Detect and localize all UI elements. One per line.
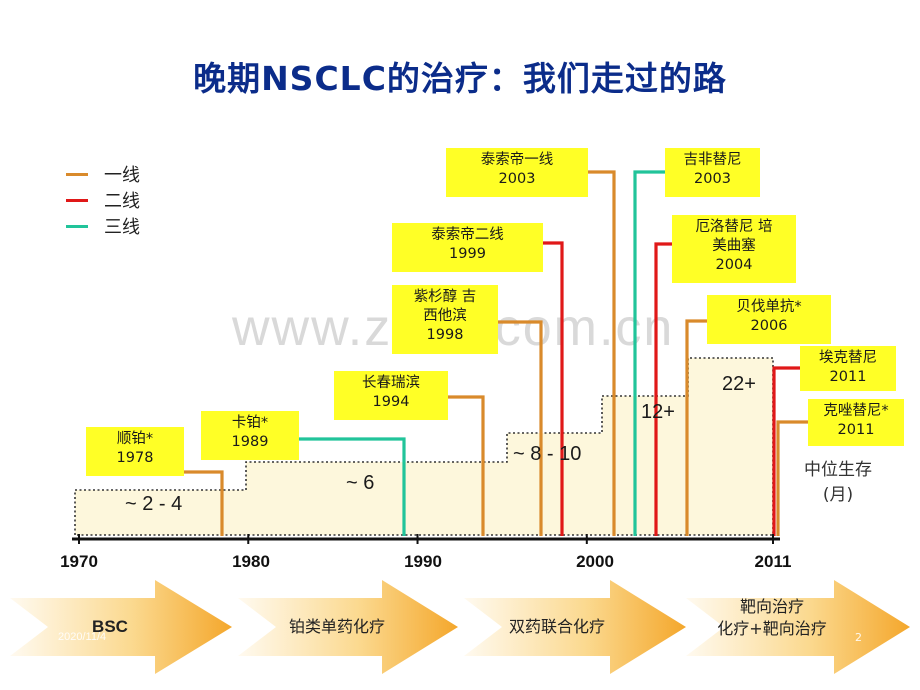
x-tick-label: 2011 [754,552,792,571]
legend-label: 二线 [104,191,140,212]
drug-label-erlotinib-pemetrexed: 厄洛替尼 培美曲塞 2004 [672,215,796,283]
phase-label-platinum-mono: 铂类单药化疗 [262,616,412,638]
survival-staircase [74,357,774,536]
drug-year: 2011 [837,422,875,438]
legend-item-first-line: 一线 [66,161,140,187]
drug-name: 卡铂* [231,415,269,431]
phase-text-line2: 化疗+靶向治疗 [717,619,827,638]
drug-name: 厄洛替尼 培美曲塞 [695,219,773,254]
drug-name: 吉非替尼 [683,152,742,168]
drug-year: 1999 [449,246,486,262]
slide-title: 晚期NSCLC的治疗：我们走过的路 [193,59,727,98]
drug-connector [184,470,224,536]
drug-label-carboplatin: 卡铂* 1989 [201,411,299,460]
phase-arrow-bsc [10,580,232,674]
phase-text: BSC [92,617,128,636]
phase-text: 铂类单药化疗 [288,617,385,636]
drug-name: 紫杉醇 吉西他滨 [413,289,477,324]
footer-date: 2020/11/4 [58,631,107,643]
survival-label-line1: 中位生存 [804,460,872,480]
drug-name: 泰索帝一线 [480,152,554,168]
survival-value: ~ 8 - 10 [513,443,582,465]
survival-value: ~ 6 [346,472,375,494]
phase-arrow-doublet [464,580,686,674]
drug-name: 顺铂* [116,431,154,447]
drug-label-paclitaxel-gemcitabine: 紫杉醇 吉西他滨 1998 [392,285,498,354]
phase-text: 双药联合化疗 [508,617,605,636]
legend-swatch [66,224,88,228]
drug-connector [588,170,616,536]
x-tick-label: 2000 [576,552,614,571]
drug-connector [772,366,800,536]
survival-value: 22+ [722,373,756,395]
x-tick-label: 1990 [404,552,442,571]
drug-name: 克唑替尼* [823,403,889,419]
drug-label-crizotinib: 克唑替尼* 2011 [808,399,904,446]
drug-label-bevacizumab: 贝伐单抗* 2006 [707,295,831,344]
drug-year: 1978 [116,450,154,466]
drug-label-gefitinib: 吉非替尼 2003 [665,148,760,197]
drug-year: 2003 [694,171,731,187]
drug-label-docetaxel-second-line: 泰索帝二线 1999 [392,223,543,272]
survival-label-line2: (月) [822,485,854,505]
drug-year: 2003 [498,171,536,187]
phase-label-targeted: 靶向治疗 化疗+靶向治疗 [692,596,852,640]
drug-connector [448,395,485,536]
drug-connector [633,170,665,536]
legend-label: 三线 [104,217,140,238]
median-survival-label: 中位生存 (月) [788,458,888,508]
phase-arrow-platinum-mono [238,580,458,674]
drug-label-icotinib: 埃克替尼 2011 [800,346,896,391]
drug-name: 贝伐单抗* [736,299,802,315]
legend: 一线 二线 三线 [66,161,140,239]
drug-connector [299,437,406,536]
drug-connector [543,241,564,536]
survival-value: ~ 2 - 4 [125,493,183,515]
phase-text: 靶向治疗 [739,597,804,616]
drug-connector [685,319,707,536]
x-axis-ticks [78,534,774,544]
drug-year: 1989 [231,434,269,450]
x-tick-label: 1970 [60,552,98,571]
drug-connector [776,420,808,536]
phase-label-bsc: BSC [60,616,160,638]
page-number: 2 [855,631,862,644]
x-tick-label: 1980 [232,552,270,571]
phase-arrows [10,580,910,674]
phase-label-doublet: 双药联合化疗 [482,616,632,638]
legend-swatch [66,198,88,202]
drug-name: 埃克替尼 [819,350,877,366]
drug-connector [498,320,543,536]
survival-value: 12+ [641,401,675,423]
drug-year: 1998 [426,327,464,343]
drug-year: 2006 [750,318,788,334]
drug-year: 2011 [829,369,867,385]
legend-item-third-line: 三线 [66,213,140,239]
legend-swatch [66,172,88,176]
drug-connectors [184,170,808,536]
drug-connector [654,242,672,536]
drug-name: 泰索帝二线 [431,227,504,243]
drug-name: 长春瑞滨 [362,375,420,391]
drug-label-vinorelbine: 长春瑞滨 1994 [334,371,448,420]
drug-label-cisplatin: 顺铂* 1978 [86,427,184,476]
drug-label-docetaxel-first-line: 泰索帝一线 2003 [446,148,588,197]
phase-arrow-targeted [686,580,910,674]
drug-year: 2004 [715,257,753,273]
drug-year: 1994 [372,394,410,410]
legend-item-second-line: 二线 [66,187,140,213]
legend-label: 一线 [104,165,140,186]
